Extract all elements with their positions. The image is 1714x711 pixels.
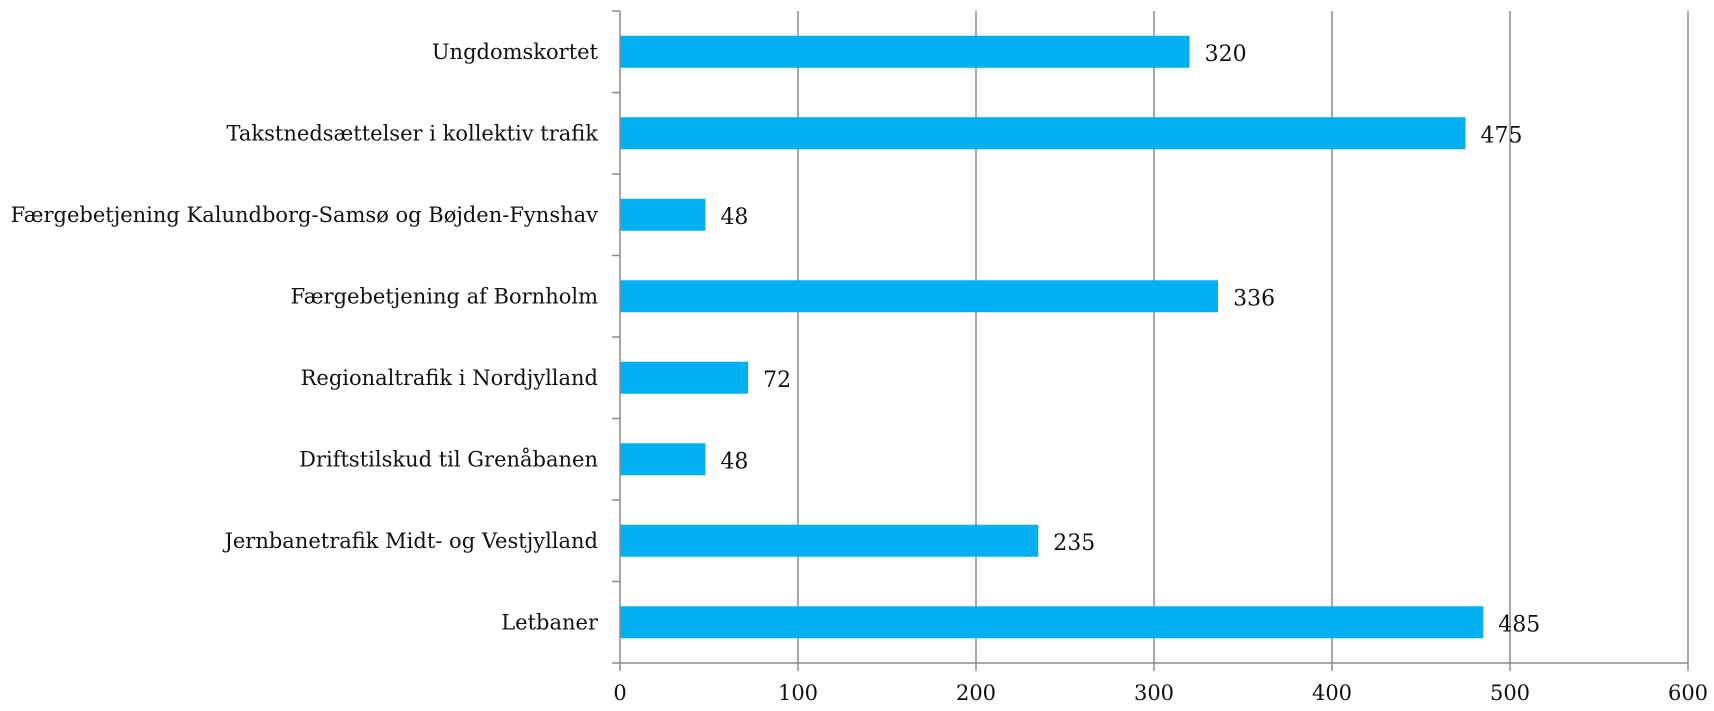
bar [620,361,749,394]
category-label: Færgebetjening af Bornholm [291,284,598,308]
data-label: 320 [1205,42,1247,67]
category-label: Letbaner [501,610,599,634]
x-tick-label: 500 [1490,681,1530,705]
bar [620,443,706,476]
data-label: 475 [1481,123,1523,148]
data-label: 48 [720,449,748,474]
axes [612,10,1689,671]
x-tick-label: 100 [778,681,818,705]
bar [620,198,706,231]
x-tick-label: 400 [1312,681,1352,705]
bar [620,35,1190,68]
x-tick-label: 600 [1668,681,1708,705]
x-tick-label: 300 [1134,681,1174,705]
category-label: Takstnedsættelser i kollektiv trafik [227,121,599,145]
category-label: Jernbanetrafik Midt- og Vestjylland [222,529,598,553]
data-label: 235 [1053,531,1095,556]
data-label: 48 [720,205,748,230]
category-label: Ungdomskortet [432,40,599,64]
labels: 320 Ungdomskortet 475 Takstnedsættelser i k… [11,40,1708,705]
bar [620,117,1466,150]
bars [620,35,1484,639]
category-label: Driftstilskud til Grenåbanen [299,447,598,471]
data-label: 72 [763,368,791,393]
data-label: 336 [1233,286,1275,311]
gridlines [797,11,1689,663]
x-tick-label: 200 [956,681,996,705]
data-label: 485 [1498,612,1540,637]
category-label: Færgebetjening Kalundborg-Samsø og Bøjde… [11,203,599,227]
bar [620,606,1484,639]
category-label: Regionaltrafik i Nordjylland [301,366,598,390]
x-tick-label: 0 [613,681,626,705]
bar [620,280,1219,313]
bar [620,524,1039,557]
